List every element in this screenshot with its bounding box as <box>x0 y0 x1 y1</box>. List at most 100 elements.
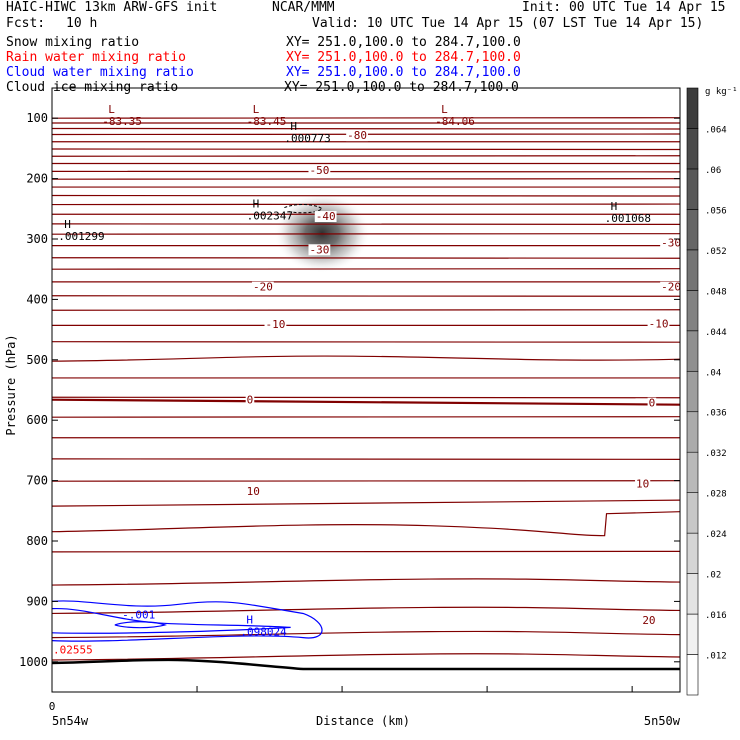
temperature-label: -20 <box>253 281 273 294</box>
temperature-contour <box>51 550 681 553</box>
header-fcst-value: 10 h <box>66 16 98 31</box>
field-label: .02555 <box>53 644 93 657</box>
temperature-label: -30 <box>661 237 681 250</box>
temperature-contour <box>51 133 681 136</box>
temperature-label-bg <box>660 237 682 249</box>
header-init-time: Init: 00 UTC Tue 14 Apr 15 <box>522 0 726 15</box>
temperature-contour <box>51 355 681 362</box>
colorbar-tick-label: .052 <box>705 247 727 257</box>
temperature-contour <box>51 223 681 225</box>
extremum-mark: L <box>441 103 448 116</box>
header-valid-time: Valid: 10 UTC Tue 14 Apr 15 (07 LST Tue … <box>312 16 704 31</box>
temperature-label: -80 <box>347 129 367 142</box>
terrain-line <box>51 658 680 671</box>
colorbar-bin <box>686 87 699 129</box>
temperature-contour <box>51 148 681 151</box>
header-org: NCAR/MMM <box>272 0 335 15</box>
extremum-mark: H <box>64 218 71 231</box>
temperature-contour <box>51 155 681 157</box>
temperature-contour <box>51 578 681 586</box>
extremum-value: -83.45 <box>247 115 287 128</box>
temperature-label: 0 <box>247 394 254 407</box>
temperature-contour <box>51 295 681 297</box>
colorbar-tick-label: .012 <box>705 652 727 662</box>
temperature-label: 10 <box>636 478 649 491</box>
temperature-contour <box>51 178 681 180</box>
temperature-label-bg <box>314 211 337 223</box>
extremum-value: .098024 <box>240 626 287 639</box>
temperature-label-bg <box>308 244 331 256</box>
colorbar-bin <box>686 370 699 413</box>
temperature-contour <box>51 309 681 311</box>
temperature-contour <box>51 194 681 197</box>
temperature-contour <box>51 170 681 173</box>
temperature-contour <box>51 257 681 259</box>
extremum-value: .002347 <box>247 209 293 222</box>
colorbar-bin <box>686 411 699 453</box>
temperature-label-bg <box>264 319 287 331</box>
extremum-value: .001299 <box>58 230 104 243</box>
cloud-ice-contour <box>284 204 323 214</box>
temperature-label-bg <box>251 281 274 293</box>
y-tick-label: 300 <box>26 232 48 246</box>
field-snow-xy: XY= 251.0,100.0 to 284.7,100.0 <box>286 35 521 50</box>
temperature-label-bg <box>641 615 657 627</box>
temperature-contour <box>51 117 681 119</box>
temperature-label-bg <box>635 478 651 490</box>
temperature-label-bg <box>647 318 670 330</box>
extremum-value: -83.35 <box>102 115 142 128</box>
colorbar-tick-label: .032 <box>705 449 727 459</box>
extremum-mark: H <box>290 120 297 133</box>
colorbar-tick-label: .036 <box>705 409 727 419</box>
temperature-contour <box>51 127 681 130</box>
temperature-contour <box>51 233 681 235</box>
y-tick-label: 400 <box>26 292 48 306</box>
temperature-label: 20 <box>642 614 655 627</box>
y-tick-label: 800 <box>26 534 48 548</box>
temperature-label-bg <box>647 397 657 409</box>
x-start-label: 5n54w <box>52 714 89 728</box>
x-zero-label: 0 <box>49 700 56 713</box>
x-axis-label: Distance (km) <box>316 714 410 728</box>
colorbar-bin <box>686 209 699 251</box>
colorbar-bin <box>686 613 699 655</box>
temperature-contour <box>51 511 681 537</box>
header-fcst-label: Fcst: <box>6 16 46 31</box>
colorbar-bin <box>686 654 699 696</box>
field-cloud-water-name: Cloud water mixing ratio <box>6 65 194 80</box>
temperature-contour <box>51 480 681 482</box>
x-end-label: 5n50w <box>644 714 681 728</box>
y-tick-label: 900 <box>26 594 48 608</box>
extremum-mark: H <box>246 614 253 627</box>
extremum-value: .000773 <box>284 132 330 145</box>
temperature-label: -10 <box>266 318 286 331</box>
temperature-contour <box>51 630 681 639</box>
colorbar-bin <box>686 451 699 493</box>
colorbar-bin <box>686 532 699 574</box>
temperature-label: -20 <box>661 281 681 294</box>
temperature-contour <box>51 203 681 206</box>
extremum-value: .001068 <box>605 212 651 225</box>
colorbar-bin <box>686 492 699 534</box>
colorbar-tick-label: .024 <box>705 530 727 540</box>
colorbar-tick-label: .02 <box>705 571 721 581</box>
extremum-mark: H <box>253 197 260 210</box>
snow-shading <box>274 192 371 273</box>
colorbar-unit: g kg⁻¹ <box>705 87 738 97</box>
field-label: -.001 <box>122 609 155 622</box>
temperature-label: -10 <box>649 318 669 331</box>
field-rain-xy: XY= 251.0,100.0 to 284.7,100.0 <box>286 50 521 65</box>
temperature-label-bg <box>660 281 682 293</box>
colorbar-tick-label: .04 <box>705 368 721 378</box>
y-tick-label: 100 <box>26 111 48 125</box>
temperature-contour <box>51 499 681 507</box>
plot-area <box>51 117 681 671</box>
temperature-contour <box>51 653 681 661</box>
temperature-label: 10 <box>247 485 260 498</box>
zero-degree-contour <box>51 398 681 406</box>
extremum-mark: H <box>611 200 618 213</box>
temperature-label: -40 <box>316 210 336 223</box>
y-tick-label: 500 <box>26 353 48 367</box>
colorbar-bin <box>686 290 699 332</box>
